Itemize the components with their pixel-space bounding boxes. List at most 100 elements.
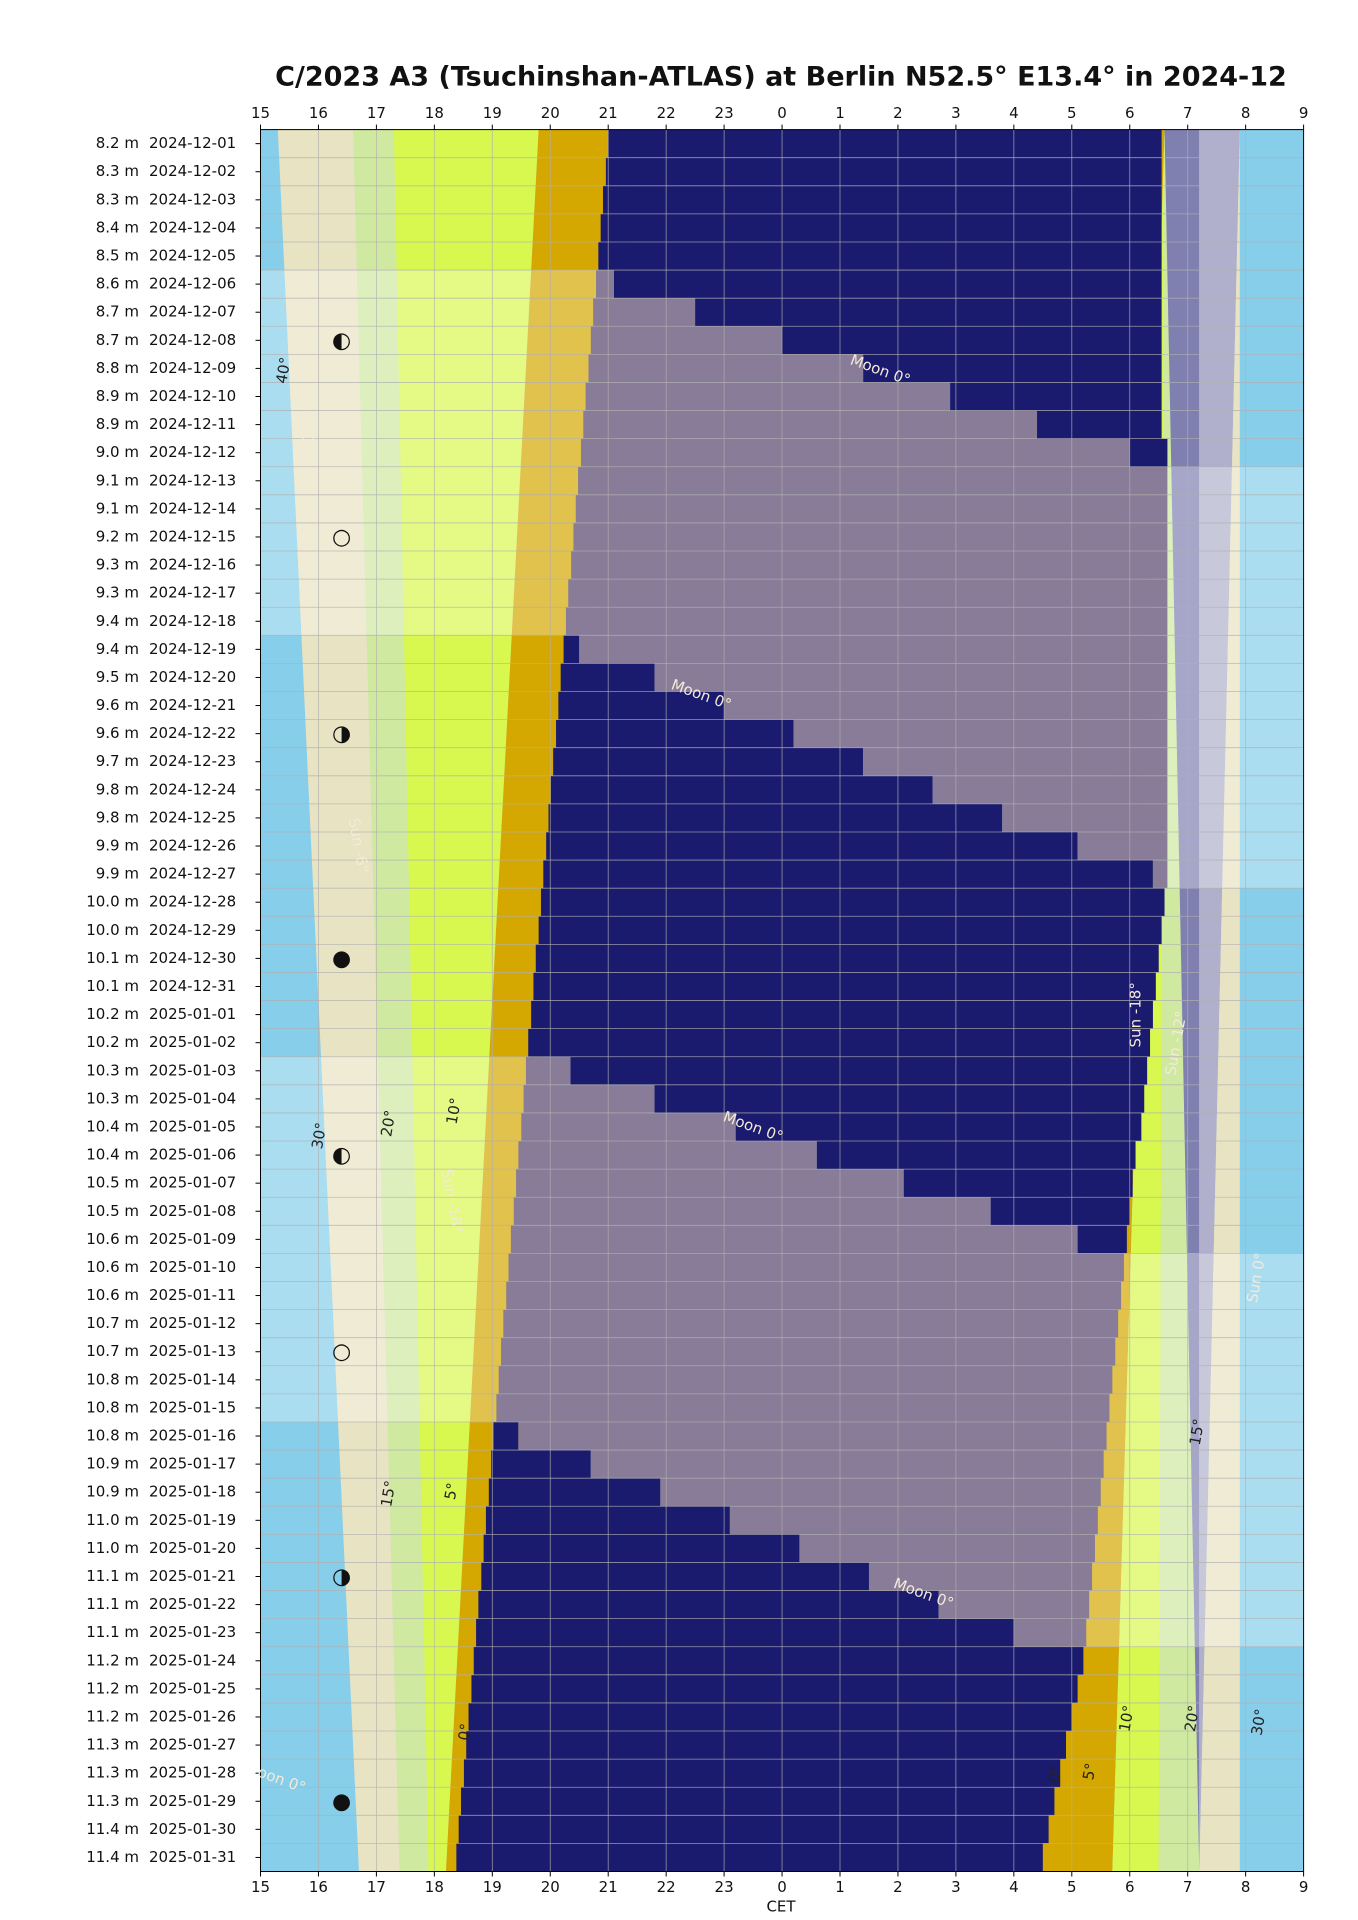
magnitude-label: 11.3 m [86,1764,139,1782]
dark-interval [903,1169,1133,1198]
x-tick-label-bottom: 19 [483,1878,502,1896]
moonlit-interval [518,1141,817,1170]
date-label: 2024-12-08 [149,331,236,349]
moonlit-interval [521,1112,736,1142]
x-tick-label-bottom: 7 [1183,1878,1193,1896]
date-label: 2024-12-26 [149,837,236,855]
moonlit-interval [578,466,1168,495]
magnitude-label: 9.9 m [96,837,139,855]
magnitude-label: 9.3 m [96,584,139,602]
dark-interval [491,1450,591,1479]
date-label: 2024-12-23 [149,752,236,770]
contour-label: 5° [1079,1762,1100,1782]
magnitude-label: 8.9 m [96,415,139,433]
moon-up-twilight [260,607,566,636]
dark-interval [458,1815,1049,1844]
dark-interval [553,747,864,776]
magnitude-label: 10.6 m [86,1258,139,1276]
dark-interval [570,1056,1148,1085]
magnitude-label: 8.7 m [96,331,139,349]
dark-interval [654,1084,1145,1113]
magnitude-label: 9.7 m [96,752,139,770]
magnitude-label: 11.4 m [86,1820,139,1838]
date-label: 2024-12-17 [149,584,236,602]
moon-up-twilight [1167,607,1304,636]
x-tick-label-top: 2 [893,104,903,122]
moon-up-twilight [1167,803,1304,832]
date-label: 2024-12-02 [149,162,236,180]
moon-up-twilight [260,522,574,552]
moonlit-interval [588,354,864,383]
dark-interval [558,691,725,720]
magnitude-label: 9.9 m [96,865,139,883]
dark-interval [493,1421,519,1451]
date-label: 2025-01-04 [149,1089,236,1107]
moon-up-twilight [1092,1562,1304,1591]
moon-up-twilight [1167,860,1304,889]
magnitude-label: 11.2 m [86,1679,139,1697]
date-label: 2025-01-11 [149,1286,236,1304]
dark-interval [473,1646,1084,1675]
moon-phase: ● [332,946,351,971]
x-tick-label-top: 17 [367,104,386,122]
date-label: 2025-01-16 [149,1427,236,1445]
moon-up-twilight [1167,719,1304,748]
moonlit-interval [573,522,1168,552]
moon-up-twilight [1112,1365,1304,1394]
x-tick-label-bottom: 1 [835,1878,845,1896]
x-tick-label-bottom: 6 [1125,1878,1135,1896]
moon-up-twilight [260,466,579,495]
date-label: 2024-12-22 [149,724,236,742]
x-tick-label-bottom: 0 [777,1878,787,1896]
magnitude-label: 10.8 m [86,1427,139,1445]
moon-phase: ◐ [332,1143,351,1168]
contour-label: 20° [377,1109,399,1138]
date-label: 2024-12-31 [149,977,236,995]
date-label: 2025-01-03 [149,1061,236,1079]
magnitude-label: 11.0 m [86,1539,139,1557]
date-label: 2024-12-09 [149,359,236,377]
dark-interval [613,270,1162,299]
date-label: 2025-01-30 [149,1820,236,1838]
x-tick-label-top: 21 [599,104,618,122]
dark-interval [563,635,580,664]
date-label: 2024-12-28 [149,893,236,911]
moonlit-interval [585,382,951,411]
moonlit-interval [1152,860,1168,889]
moon-up-twilight [1167,494,1304,523]
magnitude-label: 8.9 m [96,387,139,405]
contour-label: 5° [441,1481,462,1501]
date-label: 2024-12-04 [149,218,236,236]
dark-interval [735,1112,1142,1142]
magnitude-label: 9.1 m [96,471,139,489]
magnitude-label: 9.4 m [96,640,139,658]
moon-up-twilight [1121,1281,1304,1310]
contour-label: 0° [1045,1764,1066,1784]
date-label: 2025-01-23 [149,1623,236,1641]
moonlit-interval [510,1225,1078,1254]
x-tick-label-bottom: 18 [425,1878,444,1896]
moonlit-interval [863,747,1168,776]
moonlit-interval [654,663,1168,692]
moon-up-twilight [260,326,591,355]
dark-interval [608,129,1162,158]
moonlit-interval [596,270,614,299]
moonlit-interval [932,775,1168,804]
moon-up-twilight [260,438,581,467]
moon-up-twilight [260,298,594,327]
moon-up-twilight [1167,747,1304,776]
magnitude-label: 10.4 m [86,1117,139,1135]
moon-up-twilight [1086,1618,1304,1647]
moon-up-twilight [1167,775,1304,804]
x-tick-label-bottom: 17 [367,1878,386,1896]
moon-up-twilight [1115,1337,1304,1366]
x-tick-label-bottom: 23 [715,1878,734,1896]
dark-interval [456,1843,1043,1872]
moon-up-twilight [1167,551,1304,580]
date-label: 2025-01-06 [149,1146,236,1164]
date-label: 2025-01-01 [149,1005,236,1023]
dark-interval [533,972,1156,1001]
moon-up-twilight [260,1309,504,1338]
magnitude-label: 8.3 m [96,190,139,208]
